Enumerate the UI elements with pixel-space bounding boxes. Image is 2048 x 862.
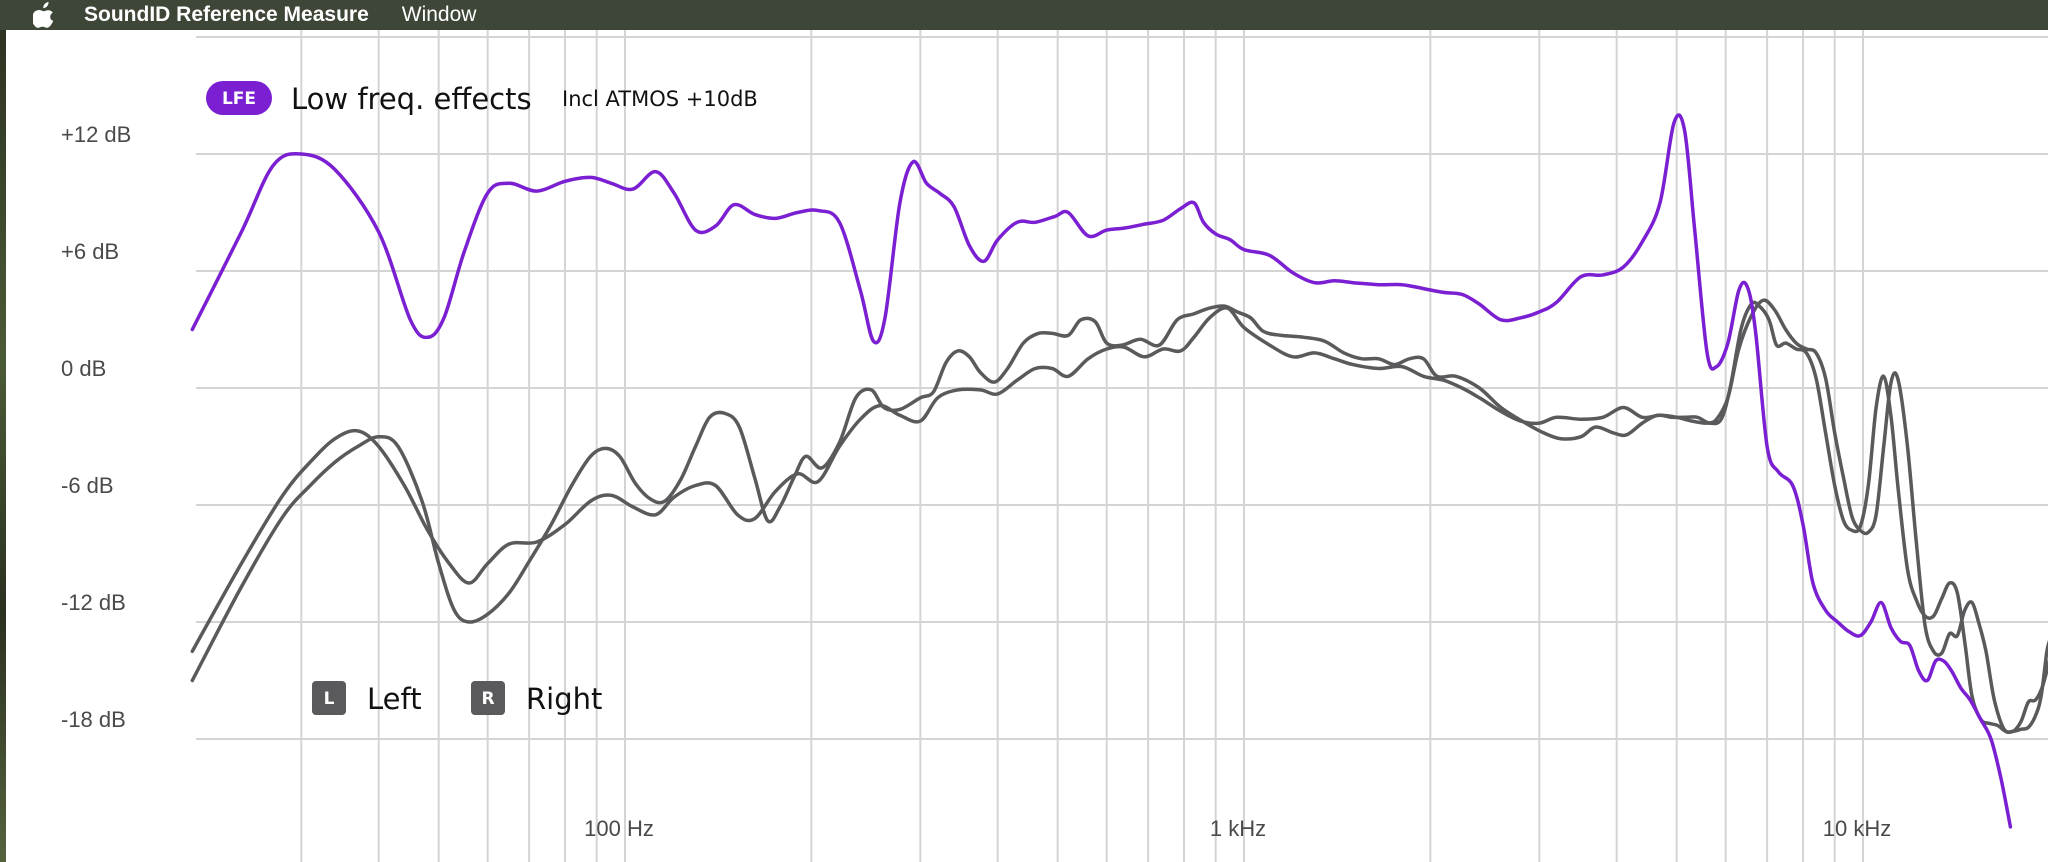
y-axis-tick-label: -6 dB xyxy=(61,473,114,498)
lfe-legend: LFE Low freq. effects Incl ATMOS +10dB xyxy=(206,81,758,116)
series-lines xyxy=(190,113,2048,829)
frequency-response-chart: +18 dB+12 dB+6 dB0 dB-6 dB-12 dB-18 dB10… xyxy=(61,30,2048,862)
desktop-edge xyxy=(0,30,6,862)
app-name-menu[interactable]: SoundID Reference Measure xyxy=(84,3,369,26)
x-axis-tick-label: 10 kHz xyxy=(1823,816,1891,841)
y-axis-tick-label: -12 dB xyxy=(61,590,126,615)
y-axis-tick-label: -18 dB xyxy=(61,707,126,732)
channel-legend: L Left R Right xyxy=(312,681,602,716)
y-axis-tick-label: +12 dB xyxy=(61,122,131,147)
grid xyxy=(196,30,2048,862)
right-badge xyxy=(471,681,505,715)
x-axis-tick-label: 1 kHz xyxy=(1210,816,1266,841)
left-badge-label: L xyxy=(324,689,335,709)
left-series-line xyxy=(190,298,2048,734)
lfe-legend-title: Low freq. effects xyxy=(291,82,532,116)
measurement-window: +18 dB+12 dB+6 dB0 dB-6 dB-12 dB-18 dB10… xyxy=(6,30,2048,862)
right-series-line xyxy=(190,300,2048,734)
lfe-badge-label: LFE xyxy=(222,89,256,109)
lfe-series-line xyxy=(190,113,2013,829)
lfe-legend-note: Incl ATMOS +10dB xyxy=(562,87,758,111)
window-menu[interactable]: Window xyxy=(401,3,477,26)
left-legend-label: Left xyxy=(367,682,422,716)
menu-bar: SoundID Reference Measure Window xyxy=(0,0,2048,30)
axis-labels: +18 dB+12 dB+6 dB0 dB-6 dB-12 dB-18 dB10… xyxy=(61,122,1891,841)
left-badge xyxy=(312,681,346,715)
lfe-badge xyxy=(206,81,272,115)
y-axis-tick-label: +6 dB xyxy=(61,239,119,264)
right-badge-label: R xyxy=(481,689,494,709)
y-axis-tick-label: 0 dB xyxy=(61,356,106,381)
x-axis-tick-label: 100 Hz xyxy=(584,816,654,841)
right-legend-label: Right xyxy=(526,682,602,716)
apple-logo-icon[interactable] xyxy=(31,2,57,28)
